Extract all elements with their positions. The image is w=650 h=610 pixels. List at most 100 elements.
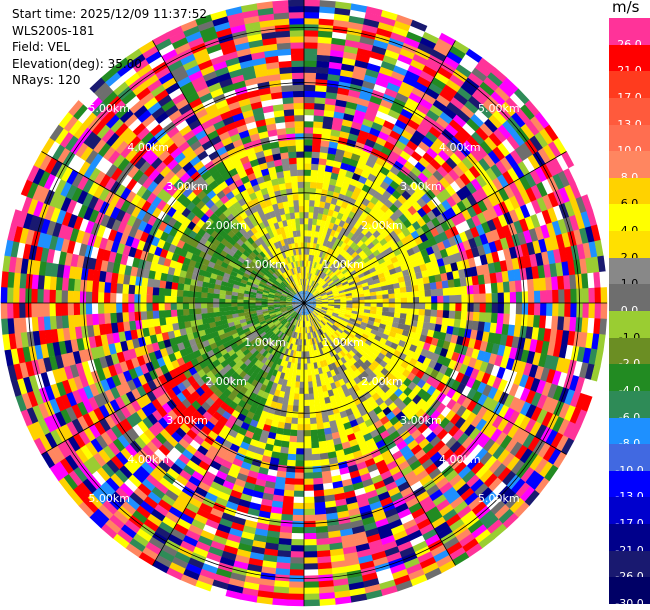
range-gate-bin [356,287,364,292]
range-gate-bin [374,318,382,324]
range-gate-bin [353,345,361,352]
range-gate-bin [485,167,498,182]
range-gate-bin [584,363,595,381]
range-gate-bin [397,276,406,283]
range-gate-bin [511,336,520,349]
range-gate-bin [31,302,38,318]
range-gate-bin [479,361,489,373]
range-gate-bin [354,281,362,287]
range-gate-bin [326,310,334,314]
range-gate-bin [338,326,345,332]
range-gate-bin [315,72,329,80]
range-gate-bin [373,142,385,152]
range-gate-bin [317,428,325,436]
range-gate-bin [292,405,299,413]
range-gate-bin [73,302,81,316]
range-gate-bin [470,113,485,128]
range-gate-bin [307,224,313,231]
range-gate-bin [485,293,493,304]
range-gate-bin [370,256,378,264]
range-gate-bin [417,257,426,266]
range-gate-bin [409,135,422,147]
range-gate-bin [347,322,355,328]
range-gate-bin [436,428,449,441]
range-gate-bin [304,290,307,298]
range-gate-bin [331,243,338,251]
range-gate-bin [461,436,474,450]
range-gate-bin [358,41,374,52]
range-gate-bin [304,36,319,43]
range-gate-bin [304,84,316,92]
range-gate-bin [561,151,575,169]
range-gate-bin [541,340,550,355]
range-gate-bin [514,192,526,208]
range-gate-bin [55,302,62,316]
range-gate-bin [416,277,424,286]
range-gate-bin [483,154,496,168]
range-gate-bin [447,318,455,327]
range-gate-bin [324,97,337,106]
range-gate-bin [224,302,232,308]
range-gate-bin [588,287,596,304]
range-gate-bin [91,302,99,315]
range-gate-bin [304,236,308,243]
range-gate-bin [382,254,391,262]
range-gate-bin [363,330,371,337]
range-gate-bin [329,55,344,64]
range-gate-bin [385,320,394,327]
range-gate-bin [477,321,486,332]
range-gate-bin [575,196,587,214]
range-gate-bin [341,181,350,190]
range-gate-bin [564,184,576,202]
range-gate-bin [331,31,347,40]
range-gate-bin [574,376,586,394]
range-gate-bin [435,316,443,325]
range-gate-bin [296,430,304,437]
range-gate-bin [91,280,100,293]
range-gate-bin [425,406,437,417]
range-gate-bin [315,307,322,311]
range-gate-bin [471,379,482,392]
range-gate-bin [473,255,483,267]
range-gate-bin [330,49,345,58]
range-gate-bin [116,312,124,323]
range-gate-bin [315,255,320,263]
range-gate-bin [420,223,431,234]
range-gate-bin [434,413,446,425]
range-gate-bin [585,226,595,243]
range-gate-bin [471,214,482,227]
range-gate-bin [485,303,493,313]
range-gate-bin [557,372,568,388]
range-gate-bin [307,293,313,299]
range-gate-bin [393,312,401,319]
range-gate-bin [307,375,313,382]
range-gate-bin [594,239,604,257]
range-gate-bin [381,315,389,321]
range-gate-bin [361,318,369,324]
range-gate-bin [225,306,232,312]
range-gate-bin [425,87,440,100]
range-gate-bin [314,404,322,412]
range-gate-bin [295,375,301,382]
range-gate-bin [569,182,582,199]
range-gate-bin [358,299,365,304]
range-gate-bin [363,289,371,294]
range-gate-bin [540,290,547,304]
range-gate-bin [303,405,310,413]
range-gate-bin [403,386,413,397]
range-gate-bin [335,270,342,277]
range-gate-bin [475,174,488,188]
range-gate-bin [303,593,320,601]
range-gate-bin [440,324,448,334]
range-gate-bin [441,395,452,407]
range-gate-bin [502,77,519,94]
range-gate-bin [393,20,411,32]
range-gate-bin [488,477,503,492]
range-gate-bin [317,48,331,56]
range-gate-bin [455,294,462,304]
range-gate-bin [311,163,319,171]
range-gate-bin [425,59,441,73]
range-gate-bin [454,148,467,162]
range-gate-bin [350,226,358,235]
range-gate-bin [372,249,381,257]
